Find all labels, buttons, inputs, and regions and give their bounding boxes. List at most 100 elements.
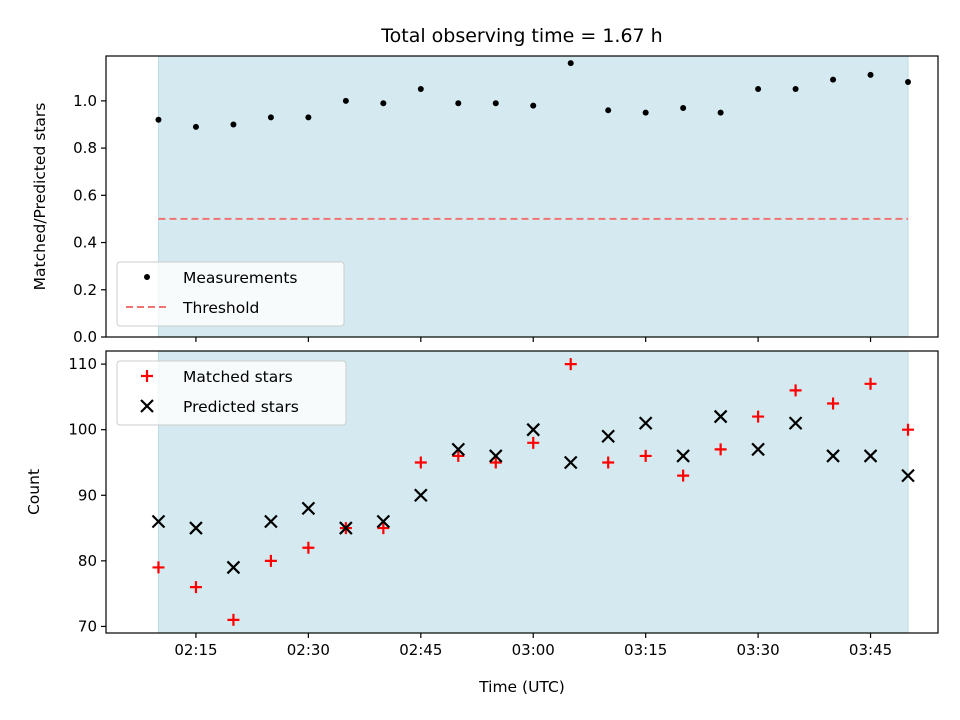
legend-marker-predicted: [140, 399, 154, 413]
legend-label: Predicted stars: [183, 398, 299, 416]
x-tick-label: 02:30: [287, 641, 330, 659]
measurement-point: [267, 114, 274, 121]
measurement-point: [530, 102, 537, 109]
matched-star-point: [489, 456, 502, 469]
y-tick-label: 90: [78, 486, 97, 504]
legend-marker-measurements: [144, 274, 150, 280]
matched-star-point: [827, 397, 840, 410]
predicted-star-point: [301, 501, 316, 516]
measurement-point: [417, 86, 424, 93]
y-tick-label: 0.6: [73, 186, 97, 204]
legend-box: [116, 360, 347, 426]
matched-star-point: [302, 541, 315, 554]
matched-star-point: [527, 436, 540, 449]
y-tick-label: 0.0: [73, 328, 97, 346]
predicted-star-point: [901, 468, 915, 483]
y-axis-label: Matched/Predicted stars: [31, 103, 49, 291]
matched-star-point: [789, 384, 802, 397]
measurement-point: [905, 78, 912, 85]
predicted-star-point: [563, 455, 578, 470]
x-tick-label: 03:15: [624, 641, 667, 659]
matched-star-point: [602, 456, 615, 469]
legend-box: [116, 261, 345, 327]
measurement-point: [755, 86, 762, 93]
matched-star-point: [752, 410, 765, 423]
predicted-star-point: [713, 409, 728, 424]
measurement-point: [605, 107, 612, 114]
y-tick-label: 80: [78, 552, 97, 570]
chart-title: Total observing time = 1.67 h: [380, 25, 662, 47]
measurement-point: [717, 109, 724, 116]
matched-star-point: [902, 423, 915, 436]
measurement-point: [455, 100, 462, 107]
measurement-point: [567, 60, 574, 67]
predicted-star-point: [264, 514, 278, 529]
matched-star-point: [227, 613, 240, 626]
predicted-star-point: [751, 442, 765, 457]
axes-frame: [105, 350, 939, 634]
y-tick-label: 0.4: [73, 234, 97, 252]
measurement-point: [492, 100, 499, 107]
predicted-star-point: [414, 488, 428, 503]
predicted-star-point: [638, 416, 653, 430]
measurement-point: [230, 121, 237, 128]
matched-star-point: [639, 449, 652, 462]
predicted-star-point: [676, 449, 690, 463]
predicted-star-point: [451, 442, 466, 457]
matched-star-point: [564, 358, 577, 371]
measurement-point: [642, 109, 649, 116]
predicted-star-point: [863, 449, 878, 463]
measurement-point: [342, 97, 349, 104]
legend: Matched stars Predicted stars: [116, 360, 347, 426]
measurement-point: [192, 123, 199, 130]
predicted-star-point: [788, 416, 803, 430]
predicted-star-point: [376, 514, 391, 529]
y-tick-label: 100: [68, 421, 97, 439]
y-tick-label: 0.2: [73, 281, 97, 299]
x-tick-label: 02:15: [174, 641, 217, 659]
predicted-star-point: [601, 429, 615, 444]
x-tick-label: 03:45: [849, 641, 892, 659]
legend-label: Measurements: [183, 269, 298, 287]
predicted-star-point: [488, 449, 503, 463]
measurement-point: [830, 76, 837, 83]
matched-star-point: [264, 554, 277, 567]
y-tick-label: 110: [68, 355, 97, 373]
predicted-star-point: [189, 521, 203, 535]
y-axis-label: Count: [25, 469, 43, 515]
legend-marker-matched: [141, 370, 153, 382]
y-tick-label: 0.8: [73, 139, 97, 157]
x-tick-label: 03:00: [512, 641, 555, 659]
matched-star-point: [714, 443, 727, 456]
legend: Measurements Threshold: [116, 261, 345, 327]
matched-star-point: [677, 469, 690, 482]
matched-star-point: [452, 449, 465, 462]
ratio-panel: 0.0 0.2 0.4 0.6 0.8 1.0 Matched/Predicted star…: [31, 55, 939, 346]
predicted-star-point: [226, 560, 241, 575]
measurement-point: [680, 104, 687, 111]
predicted-star-point: [339, 521, 353, 535]
y-tick-label: 1.0: [73, 92, 97, 110]
matched-star-point: [414, 456, 427, 469]
x-tick-label: 03:30: [736, 641, 779, 659]
measurement-point: [305, 114, 312, 121]
measurement-point: [155, 116, 162, 123]
x-tick-label: 02:45: [399, 641, 442, 659]
axes-frame: [105, 55, 939, 338]
measurement-point: [792, 86, 799, 93]
count-panel: 70 80 90 100 110 02:15 02:30 02:45 03:00 03:15 03:…: [25, 350, 939, 696]
predicted-star-point: [826, 449, 840, 463]
legend-label: Threshold: [182, 299, 259, 317]
predicted-star-point: [151, 514, 166, 529]
matched-star-point: [864, 377, 877, 390]
y-tick-label: 70: [78, 617, 97, 635]
matched-star-point: [152, 561, 165, 574]
matched-star-point: [189, 581, 202, 594]
x-axis-label: Time (UTC): [478, 678, 565, 696]
measurement-point: [380, 100, 387, 107]
measurement-point: [867, 71, 874, 78]
predicted-star-point: [526, 422, 541, 437]
legend-label: Matched stars: [183, 368, 293, 386]
matched-star-point: [377, 522, 390, 535]
